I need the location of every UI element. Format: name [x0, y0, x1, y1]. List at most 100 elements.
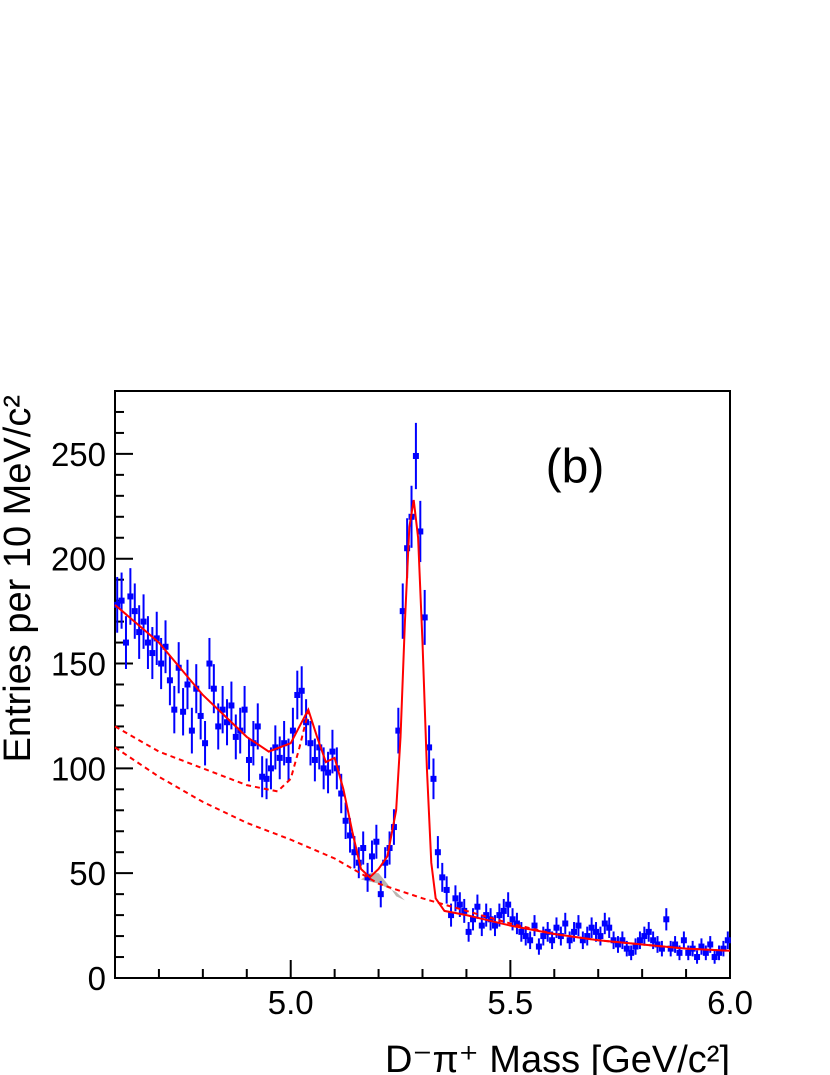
fit-curve [114, 746, 731, 952]
data-point [267, 765, 274, 772]
data-point [518, 928, 525, 935]
data-point [377, 891, 384, 898]
data-point [654, 941, 661, 948]
data-point [430, 775, 437, 782]
data-point [272, 744, 279, 751]
data-point [452, 895, 459, 902]
data-point [307, 740, 314, 747]
data-point [443, 886, 450, 893]
data-point [593, 928, 600, 935]
data-point [535, 943, 542, 950]
data-point [720, 945, 727, 952]
data-point [114, 601, 121, 608]
data-point [680, 937, 687, 944]
data-point [628, 949, 635, 956]
data-point [663, 916, 670, 923]
data-point [707, 941, 714, 948]
data-point [263, 775, 270, 782]
data-point [311, 756, 318, 763]
data-point [540, 933, 547, 940]
data-point [527, 937, 534, 944]
data-point [364, 874, 371, 881]
data-point [197, 712, 204, 719]
data-point [562, 920, 569, 927]
data-point [281, 740, 288, 747]
data-point [329, 748, 336, 755]
data-point [474, 903, 481, 910]
data-point [294, 691, 301, 698]
data-point [579, 937, 586, 944]
data-point [219, 706, 226, 713]
data-point [180, 708, 187, 715]
data-point [496, 912, 503, 919]
data-point [588, 924, 595, 931]
data-point [610, 937, 617, 944]
data-point [285, 756, 292, 763]
data-point [672, 941, 679, 948]
y-tick-label: 50 [69, 855, 106, 892]
data-point [228, 702, 235, 709]
data-point [382, 859, 389, 866]
data-point [641, 933, 648, 940]
data-point [404, 545, 411, 552]
data-point [575, 922, 582, 929]
data-point [224, 719, 231, 726]
data-point [513, 920, 520, 927]
data-point [553, 924, 560, 931]
data-point [395, 727, 402, 734]
data-point [122, 639, 129, 646]
data-point [434, 849, 441, 856]
data-point [456, 901, 463, 908]
y-tick-label: 0 [88, 960, 106, 997]
data-point [522, 933, 529, 940]
data-point [571, 928, 578, 935]
data-point [202, 740, 209, 747]
data-point [606, 924, 613, 931]
y-tick-label: 150 [51, 646, 106, 683]
data-point [426, 744, 433, 751]
data-point [636, 937, 643, 944]
data-point [171, 706, 178, 713]
data-point [254, 723, 261, 730]
data-point [465, 928, 472, 935]
data-point [368, 853, 375, 860]
data-point [289, 727, 296, 734]
data-point [676, 949, 683, 956]
data-point [619, 937, 626, 944]
data-point [491, 922, 498, 929]
data-point [412, 452, 419, 459]
data-point [188, 727, 195, 734]
data-point [549, 937, 556, 944]
data-point [645, 928, 652, 935]
data-point [127, 593, 134, 600]
data-point [623, 945, 630, 952]
data-point [505, 901, 512, 908]
data-point [162, 643, 169, 650]
y-axis-label: Entries per 10 MeV/c² [0, 395, 39, 762]
data-point [158, 660, 165, 667]
data-point [316, 744, 323, 751]
data-point [320, 765, 327, 772]
data-point [298, 687, 305, 694]
data-point [509, 916, 516, 923]
data-point [500, 907, 507, 914]
data-point [724, 937, 731, 944]
data-point [478, 922, 485, 929]
data-point [566, 937, 573, 944]
data-point [632, 943, 639, 950]
data-point [276, 754, 283, 761]
x-tick-label: 5.0 [268, 984, 314, 1021]
y-tick-label: 100 [51, 750, 106, 787]
data-point [557, 933, 564, 940]
data-point [210, 685, 217, 692]
data-point [140, 618, 147, 625]
data-point [531, 922, 538, 929]
data-point [667, 945, 674, 952]
data-point [166, 677, 173, 684]
data-point [601, 920, 608, 927]
data-point [716, 949, 723, 956]
data-point [483, 912, 490, 919]
data-point [421, 614, 428, 621]
data-point [439, 874, 446, 881]
